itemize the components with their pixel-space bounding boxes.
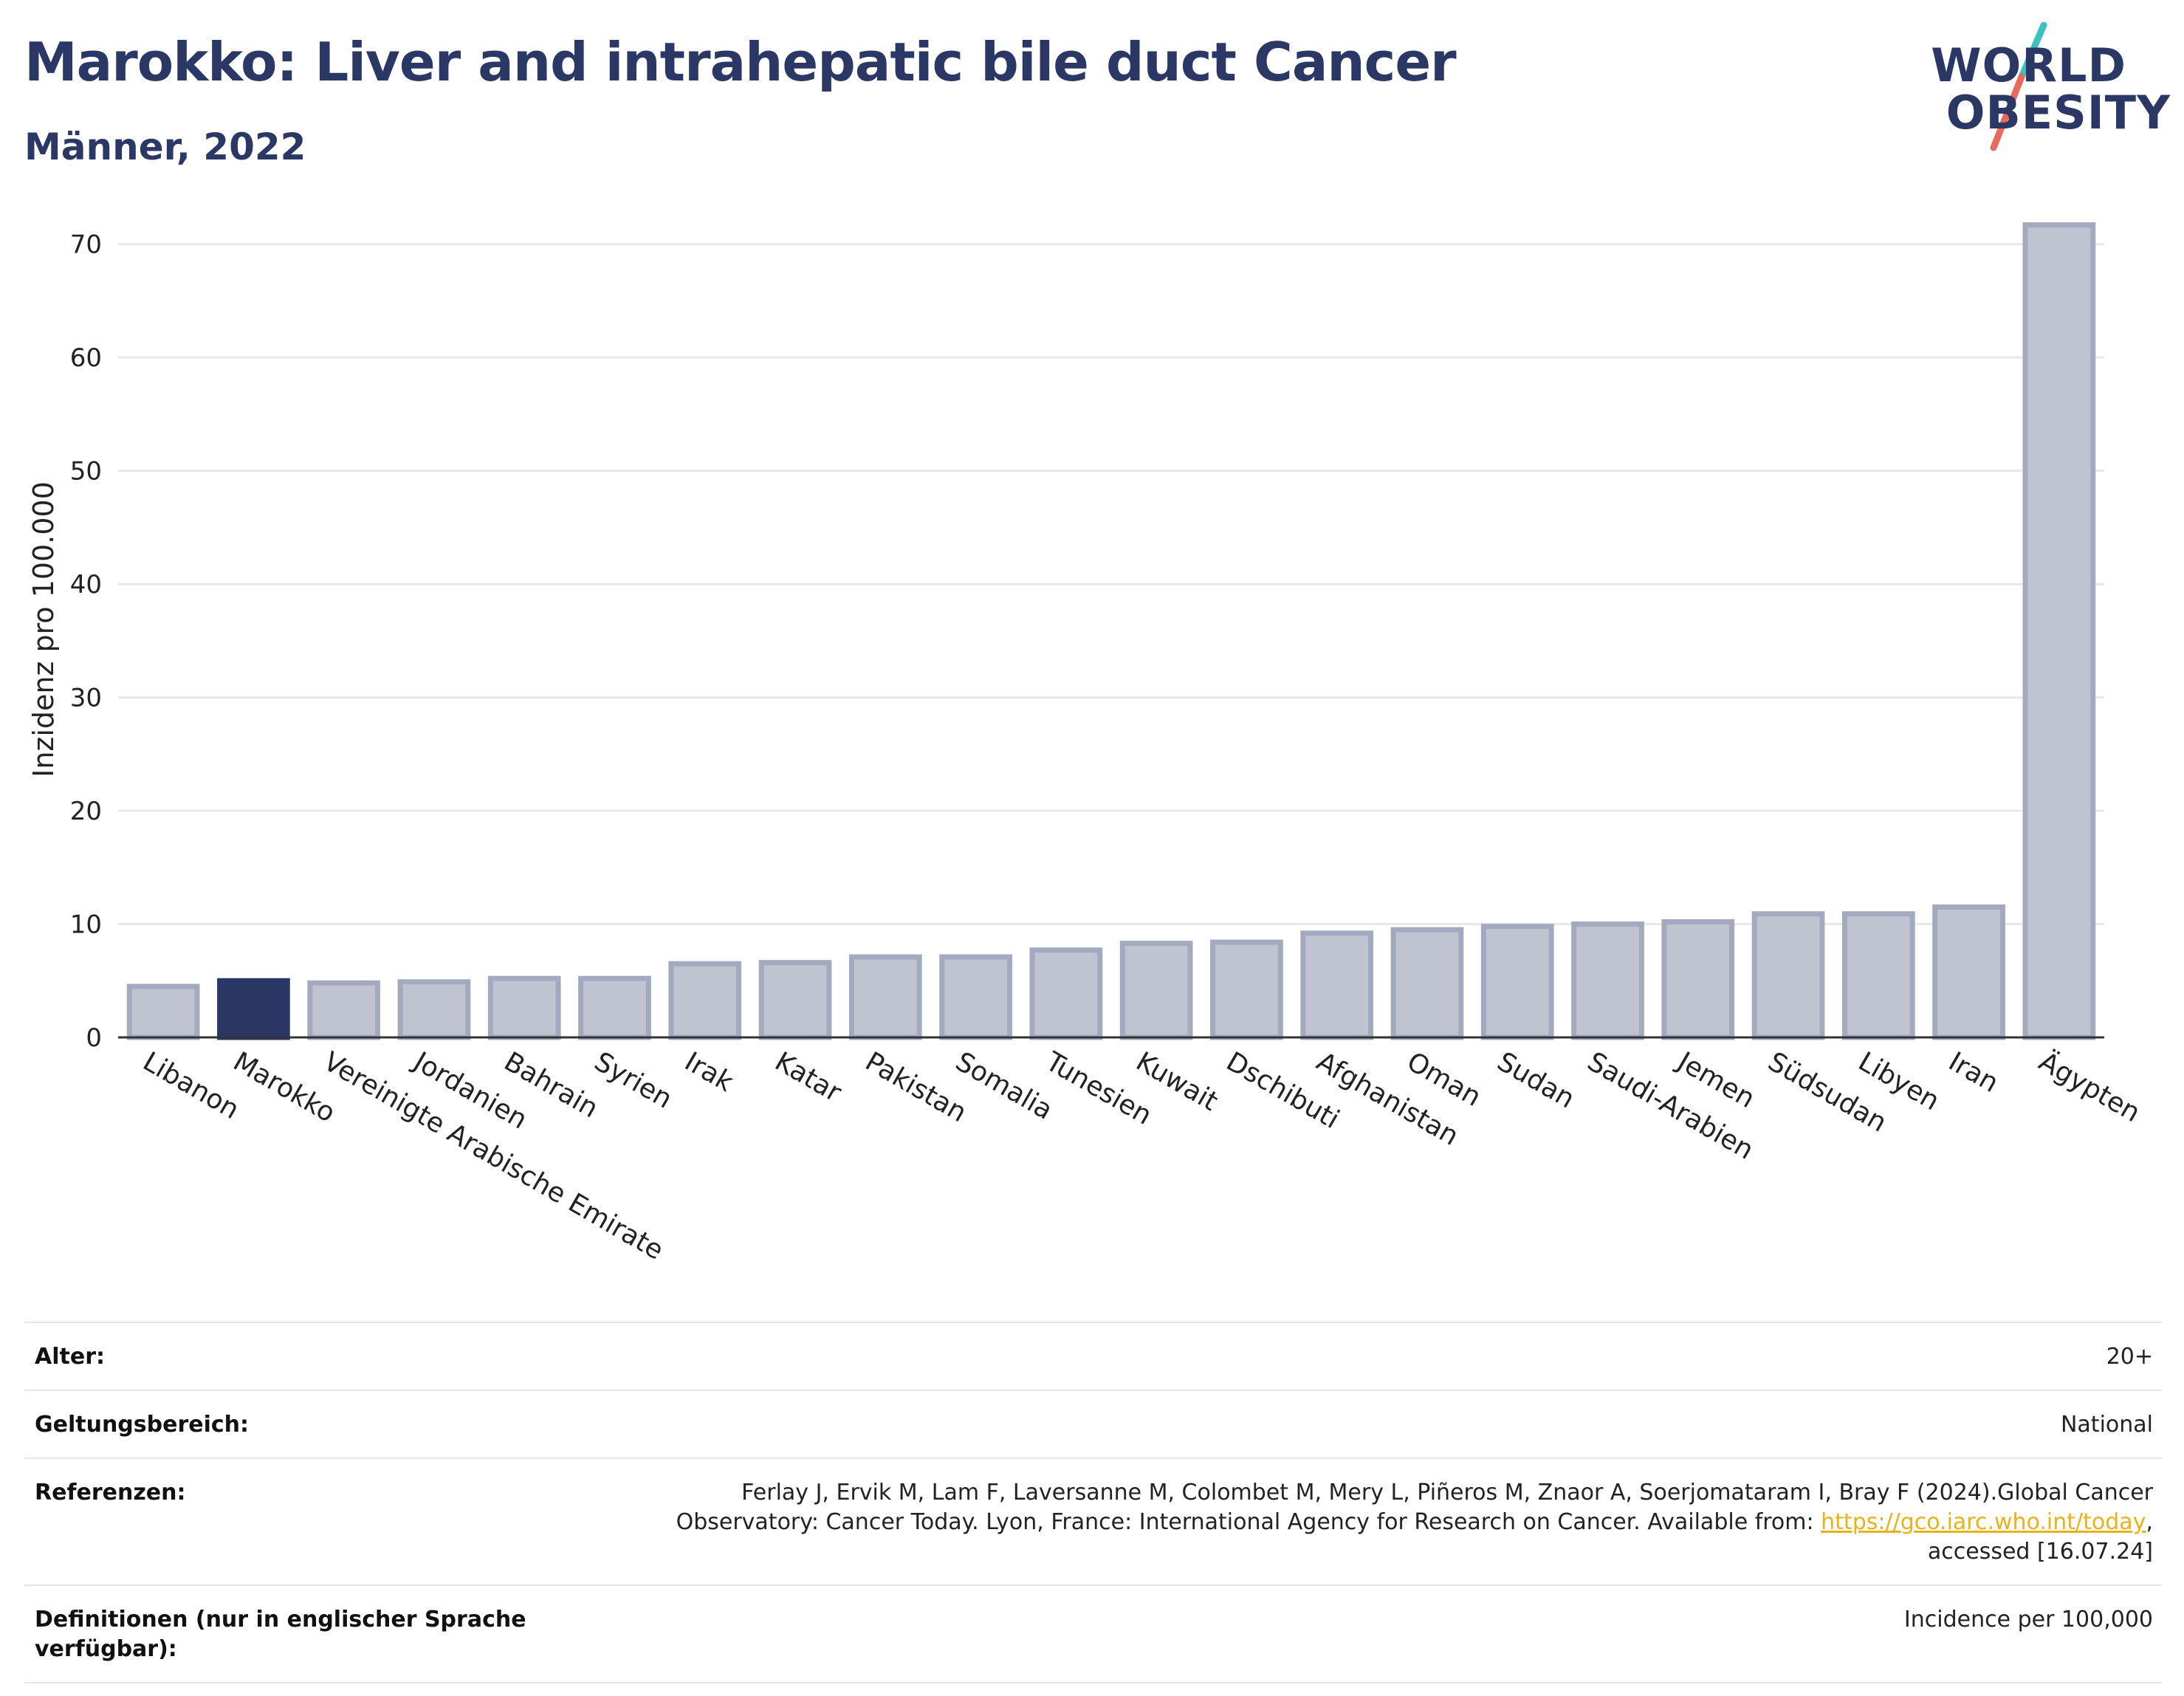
bar-katar	[758, 960, 832, 1040]
x-tick-label: Syrien	[589, 1046, 677, 1114]
age-label: Alter:	[35, 1344, 105, 1370]
bar-kuwait	[1119, 941, 1193, 1040]
meta-row-definitions: Definitionen (nur in englischer Sprache …	[24, 1586, 2162, 1683]
y-tick-label: 0	[86, 1023, 102, 1053]
y-axis-label: Inzidenz pro 100.000	[27, 481, 60, 777]
y-tick-label: 30	[70, 684, 102, 713]
y-tick-label: 20	[70, 797, 102, 826]
bar-jemen	[1661, 919, 1735, 1040]
bar-pakistan	[848, 954, 922, 1040]
bar-vereinigte-arabische-emirate	[307, 980, 381, 1040]
chart-subtitle: Männer, 2022	[24, 126, 306, 168]
metadata-table: Alter: 20+ Geltungsbereich: National Ref…	[24, 1322, 2162, 1683]
definitions-value: Incidence per 100,000	[1903, 1607, 2153, 1633]
meta-row-references: Referenzen: Ferlay J, Ervik M, Lam F, La…	[24, 1459, 2162, 1586]
references-accessed: , accessed [16.07.24]	[1927, 1509, 2153, 1565]
meta-row-age: Alter: 20+	[24, 1323, 2162, 1391]
x-tick-label: Libanon	[138, 1046, 244, 1125]
bar-südsudan	[1751, 911, 1825, 1040]
world-obesity-logo[interactable]: WORLD OBESITY	[1920, 22, 2171, 155]
bar-libanon	[126, 983, 200, 1040]
bar-syrien	[578, 975, 651, 1040]
logo-text-world: WORLD	[1931, 38, 2126, 92]
x-tick-label: Ägypten	[2033, 1046, 2146, 1128]
references-text: Ferlay J, Ervik M, Lam F, Laversanne M, …	[676, 1480, 2153, 1535]
bar-tunesien	[1029, 947, 1103, 1040]
bar-jordanien	[397, 979, 471, 1040]
bar-chart: 0 10 20 30 40 50 60 70 Inzidenz pro 100.000 Liban…	[27, 222, 2146, 1266]
y-tick-label: 40	[70, 570, 102, 600]
bar-afghanistan	[1300, 930, 1374, 1040]
x-tick-label: Pakistan	[860, 1046, 972, 1128]
age-value: 20+	[2106, 1344, 2153, 1370]
bar-irak	[668, 961, 742, 1040]
y-tick-label: 10	[70, 910, 102, 940]
references-value: Ferlay J, Ervik M, Lam F, Laversanne M, …	[602, 1478, 2153, 1567]
y-tick-label: 60	[70, 343, 102, 373]
bar-libyen	[1841, 911, 1915, 1040]
references-link[interactable]: https://gco.iarc.who.int/today	[1821, 1509, 2146, 1535]
logo-text-obesity: OBESITY	[1946, 86, 2171, 140]
x-tick-label: Irak	[679, 1046, 738, 1098]
scope-label: Geltungsbereich:	[35, 1412, 250, 1438]
bar-bahrain	[487, 975, 561, 1040]
y-tick-label: 50	[70, 457, 102, 487]
logo-slash-icon	[1990, 22, 2047, 151]
bar-marokko	[217, 978, 290, 1040]
bar-ägypten	[2022, 222, 2096, 1040]
bar-oman	[1390, 927, 1464, 1040]
bar-iran	[1932, 904, 2005, 1040]
y-tick-label: 70	[70, 230, 102, 260]
x-tick-label: Katar	[770, 1046, 847, 1108]
bar-somalia	[939, 954, 1012, 1040]
chart-title: Marokko: Liver and intrahepatic bile duc…	[24, 31, 1457, 93]
x-tick-label: Somalia	[950, 1046, 1057, 1126]
x-tick-label: Sudan	[1492, 1046, 1580, 1114]
bar-saudi-arabien	[1571, 921, 1644, 1040]
references-label: Referenzen:	[35, 1480, 186, 1506]
scope-value: National	[2060, 1412, 2153, 1438]
definitions-label: Definitionen (nur in englischer Sprache …	[35, 1607, 526, 1662]
bar-sudan	[1480, 924, 1554, 1040]
meta-row-scope: Geltungsbereich: National	[24, 1391, 2162, 1459]
x-tick-label: Iran	[1943, 1046, 2003, 1099]
bar-dschibuti	[1210, 939, 1283, 1040]
x-tick-label: Marokko	[228, 1046, 340, 1128]
